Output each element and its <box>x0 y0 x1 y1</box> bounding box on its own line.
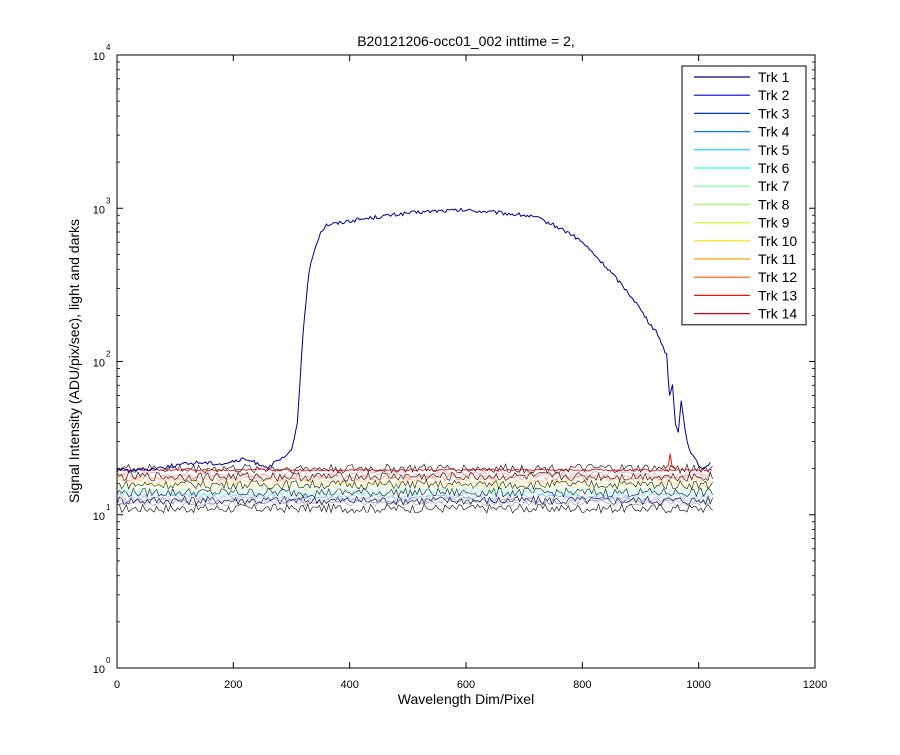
legend-label: Trk 1 <box>758 69 790 85</box>
legend-label: Trk 3 <box>758 105 790 121</box>
legend-label: Trk 6 <box>758 160 790 176</box>
legend-box <box>681 65 807 326</box>
y-tick-label-exp: 1 <box>106 503 111 512</box>
legend: Trk 1 Trk 2 Trk 3 Trk 4 Trk 5 Trk 6 Trk 7 Trk 8… <box>681 65 807 326</box>
legend-label: Trk 8 <box>758 196 790 212</box>
track-trace <box>116 493 711 503</box>
legend-label: Trk 7 <box>758 178 790 194</box>
legend-label: Trk 14 <box>758 306 797 322</box>
track-trace <box>116 485 711 494</box>
track-trace <box>116 470 711 479</box>
dark-trace <box>116 487 713 498</box>
track-trace <box>116 487 711 497</box>
x-tick-label: 0 <box>114 679 120 691</box>
legend-label: Trk 9 <box>758 215 790 231</box>
y-tick-label-exp: 2 <box>106 350 111 359</box>
dark-trace <box>116 463 713 474</box>
dark-trace <box>116 495 713 506</box>
trk1-light-trace <box>116 207 711 473</box>
legend-label: Trk 12 <box>758 269 797 285</box>
x-tick-label: 800 <box>573 679 591 691</box>
y-axis-label: Signal Intensity (ADU/pix/sec), light an… <box>66 219 82 503</box>
x-axis: 0 200 400 600 800 1000 1200 <box>114 55 827 691</box>
x-tick-label: 200 <box>224 679 242 691</box>
x-tick-label: 600 <box>457 679 475 691</box>
light-traces <box>116 207 711 473</box>
track-trace <box>116 476 711 486</box>
track-trace <box>116 474 711 483</box>
legend-label: Trk 4 <box>758 124 790 140</box>
legend-label: Trk 5 <box>758 142 790 158</box>
x-tick-label: 400 <box>340 679 358 691</box>
y-tick-label-exp: 4 <box>106 43 111 52</box>
y-tick-label-base: 10 <box>93 51 105 63</box>
legend-label: Trk 10 <box>758 233 797 249</box>
y-tick-label-base: 10 <box>93 511 105 523</box>
trk13-spike <box>664 453 676 469</box>
track-trace <box>116 481 711 490</box>
y-tick-label-base: 10 <box>93 664 105 676</box>
legend-label: Trk 11 <box>758 251 796 267</box>
x-axis-label: Wavelength Dim/Pixel <box>398 691 534 707</box>
y-tick-label-base: 10 <box>93 204 105 216</box>
y-tick-label-exp: 0 <box>106 656 111 665</box>
dark-traces <box>116 453 713 514</box>
legend-label: Trk 2 <box>758 87 790 103</box>
dark-trace <box>116 502 713 514</box>
y-tick-label-exp: 3 <box>106 196 111 205</box>
track-trace <box>116 496 711 505</box>
x-tick-label: 1000 <box>686 679 710 691</box>
y-tick-label-base: 10 <box>93 358 105 370</box>
chart-title: B20121206-occ01_002 inttime = 2, <box>357 33 575 49</box>
trk14-baseline <box>116 468 713 472</box>
track-trace <box>116 478 711 488</box>
legend-label: Trk 13 <box>758 287 797 303</box>
x-tick-label: 1200 <box>803 679 827 691</box>
